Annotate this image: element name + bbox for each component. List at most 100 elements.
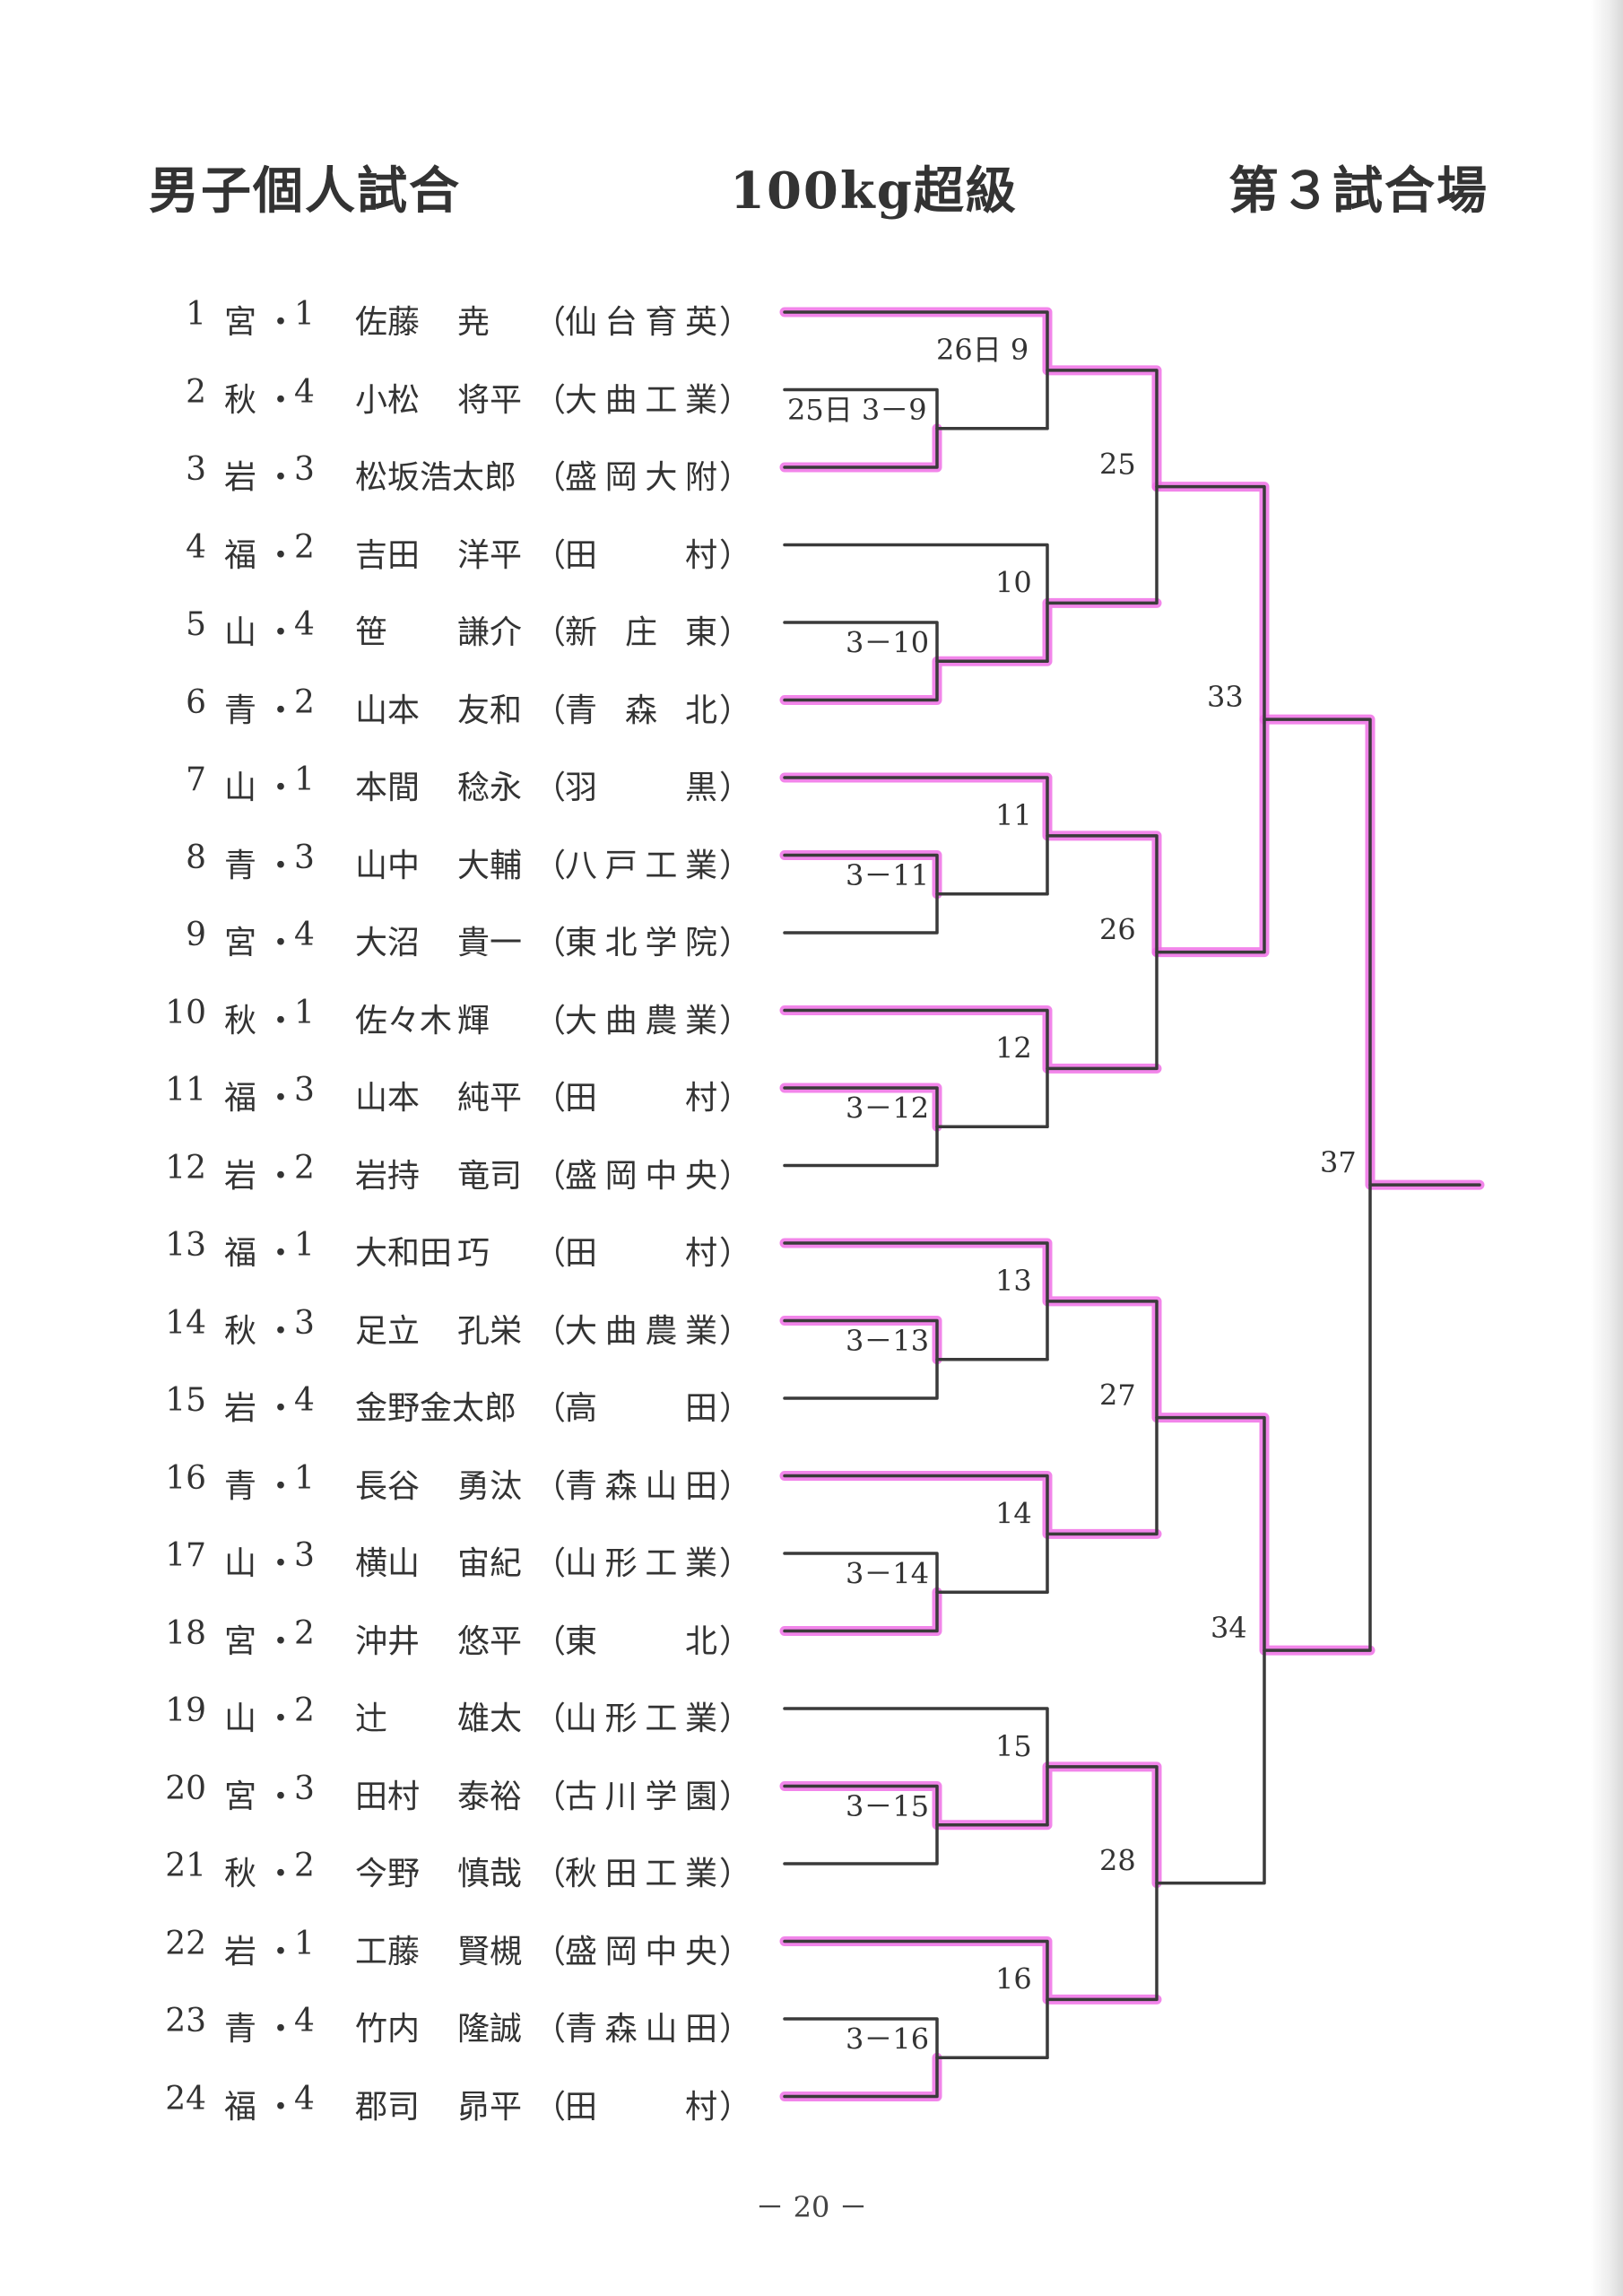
- entry-paren-close: ）: [719, 1622, 752, 1660]
- entry-separator: ・: [265, 847, 298, 884]
- entry-paren-open: （: [534, 2088, 567, 2126]
- entry-paren-close: ）: [719, 2088, 752, 2126]
- match-number-label: 13: [995, 1264, 1032, 1298]
- entry-paren-close: ）: [719, 2011, 752, 2048]
- entry-school: 羽黒: [565, 770, 717, 806]
- entry-paren-open: （: [534, 459, 567, 496]
- entry-number: 15: [165, 1382, 206, 1419]
- entry-separator: ・: [265, 1933, 298, 1970]
- entry-paren-close: ）: [719, 459, 752, 496]
- entry-given-name: 稔永: [457, 770, 523, 806]
- match-number-label: 16: [995, 1961, 1032, 1996]
- entry-surname: 金野金太郎: [355, 1390, 517, 1427]
- match-number-label: 14: [995, 1496, 1032, 1530]
- entry-prefecture: 青: [224, 691, 257, 729]
- entry-surname: 佐々木: [355, 1002, 453, 1039]
- entry-paren-open: （: [534, 1856, 567, 1892]
- entry-surname: 郡司: [355, 2088, 421, 2126]
- round2-bracket-line: [1046, 1300, 1159, 1536]
- entry-school: 大曲農業: [565, 1002, 717, 1039]
- entry-prefecture: 山: [224, 1700, 257, 1737]
- entry-paren-close: ）: [719, 381, 752, 419]
- entry-grade: 2: [294, 1692, 315, 1729]
- round2-bracket-line: [1046, 369, 1159, 605]
- entry-prefecture: 秋: [224, 1312, 257, 1350]
- entry-grade: 2: [294, 1848, 315, 1884]
- entry-school: 東北: [565, 1622, 717, 1660]
- entry-given-name: 泰裕: [457, 1778, 523, 1815]
- entry-number: 23: [165, 2003, 206, 2039]
- entry-separator: ・: [265, 1002, 298, 1039]
- entry-separator: ・: [265, 1235, 298, 1272]
- entry-grade: 4: [294, 606, 315, 643]
- match-number-label: 12: [995, 1031, 1032, 1065]
- entry-grade: 1: [294, 994, 315, 1031]
- entry-surname: 沖井: [355, 1622, 421, 1660]
- weight-class: 100kg超級: [730, 161, 1018, 221]
- entry-separator: ・: [265, 770, 298, 806]
- entry-number: 3: [186, 451, 206, 488]
- entry-grade: 4: [294, 1382, 315, 1419]
- entry-prefecture: 岩: [224, 1390, 257, 1427]
- entry-number: 10: [165, 994, 206, 1031]
- entry-surname: 工藤: [355, 1933, 421, 1970]
- entry-surname: 佐藤: [355, 304, 421, 341]
- entry-given-name: 将平: [457, 381, 523, 419]
- match-number-label: 3－11: [846, 858, 929, 892]
- entry-number: 7: [186, 761, 206, 798]
- entry-paren-open: （: [534, 1002, 567, 1039]
- entry-prefecture: 山: [224, 614, 257, 651]
- entry-grade: 4: [294, 2080, 315, 2118]
- entry-paren-open: （: [534, 1080, 567, 1117]
- entry-paren-open: （: [534, 1933, 567, 1970]
- entry-paren-open: （: [534, 1157, 567, 1195]
- entry-school: 青森北: [565, 691, 717, 729]
- page-edge-shadow: [1591, 0, 1623, 2296]
- entry-paren-close: ）: [719, 1002, 752, 1039]
- entry-paren-open: （: [534, 614, 567, 651]
- entry-number: 22: [165, 1925, 206, 1962]
- entry-prefecture: 福: [224, 536, 257, 574]
- entry-surname: 大沼: [355, 925, 421, 961]
- entry-paren-close: ）: [719, 1778, 752, 1815]
- entry-paren-open: （: [534, 381, 567, 419]
- entry-number: 21: [165, 1848, 206, 1884]
- entry-separator: ・: [265, 1467, 298, 1505]
- entry-prefecture: 秋: [224, 381, 257, 419]
- entry-number: 20: [165, 1770, 206, 1807]
- round2-bracket-line: [1046, 834, 1159, 1071]
- entry-paren-close: ）: [719, 691, 752, 729]
- entry-paren-close: ）: [719, 1933, 752, 1970]
- entry-grade: 2: [294, 683, 315, 721]
- entry-given-name: 竜司: [457, 1157, 523, 1195]
- entry-paren-open: （: [534, 1622, 567, 1660]
- entry-separator: ・: [265, 459, 298, 496]
- entry-school: 山形工業: [565, 1545, 717, 1582]
- match-bracket-line: [783, 1474, 1049, 1594]
- entry-separator: ・: [265, 1856, 298, 1892]
- winner-highlight: [779, 423, 942, 473]
- match-number-label: 15: [995, 1729, 1032, 1763]
- entry-school: 八戸工業: [565, 847, 717, 884]
- entry-given-name: 宙紀: [457, 1545, 523, 1582]
- entry-paren-open: （: [534, 304, 567, 341]
- entry-grade: 2: [294, 1614, 315, 1652]
- entry-surname: 岩持: [355, 1157, 421, 1195]
- match-bracket-line: [783, 310, 1049, 430]
- entry-surname: 今野: [355, 1856, 421, 1892]
- entry-school: 古川学園: [565, 1778, 717, 1815]
- entry-given-name: 孔栄: [457, 1312, 523, 1350]
- entry-prefecture: 秋: [224, 1856, 257, 1892]
- entry-number: 9: [186, 917, 206, 953]
- page-number: － 20 －: [755, 2190, 868, 2224]
- entry-paren-close: ）: [719, 614, 752, 651]
- match-bracket-line: [783, 776, 1049, 896]
- entry-separator: ・: [265, 2088, 298, 2126]
- entry-prefecture: 宮: [224, 925, 257, 961]
- match-number-label: 10: [995, 565, 1032, 599]
- entry-number: 14: [165, 1304, 206, 1342]
- entry-separator: ・: [265, 925, 298, 961]
- entry-paren-close: ）: [719, 1312, 752, 1350]
- entry-grade: 1: [294, 1459, 315, 1497]
- entry-separator: ・: [265, 1080, 298, 1117]
